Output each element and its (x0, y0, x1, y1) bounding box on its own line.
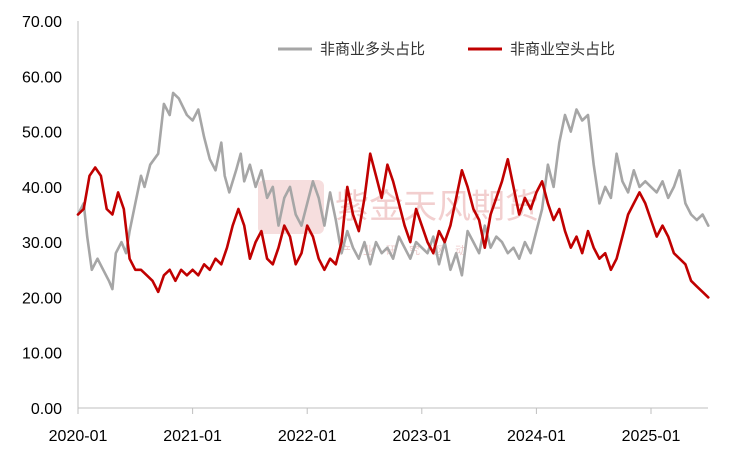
y-tick-label: 0.00 (31, 401, 62, 418)
legend: 非商业多头占比 非商业空头占比 (278, 40, 615, 58)
series-layer (76, 91, 710, 299)
x-tick-label: 2023-01 (392, 428, 451, 445)
y-tick-label: 40.00 (22, 180, 62, 197)
series-line-short (76, 152, 710, 299)
x-tick-label: 2022-01 (278, 428, 337, 445)
legend-label: 非商业多头占比 (320, 40, 425, 58)
x-tick-label: 2020-01 (49, 428, 108, 445)
series-line-long (76, 91, 710, 291)
axes: 0.00 10.00 20.00 30.00 40.00 50.00 60.00 70.00 2… (22, 14, 708, 445)
y-tick-label: 10.00 (22, 346, 62, 363)
watermark: 紫金天风期货 产业研究驱动 (258, 180, 539, 257)
y-tick-label: 20.00 (22, 290, 62, 307)
x-tick-label: 2025-01 (622, 428, 681, 445)
x-tick-label: 2021-01 (163, 428, 222, 445)
legend-label: 非商业空头占比 (510, 40, 615, 58)
y-tick-label: 50.00 (22, 125, 62, 142)
watermark-text: 紫金天风期货 (335, 187, 539, 227)
y-tick-label: 70.00 (22, 14, 62, 31)
x-tick-label: 2024-01 (507, 428, 566, 445)
y-tick-label: 60.00 (22, 69, 62, 86)
y-tick-label: 30.00 (22, 235, 62, 252)
